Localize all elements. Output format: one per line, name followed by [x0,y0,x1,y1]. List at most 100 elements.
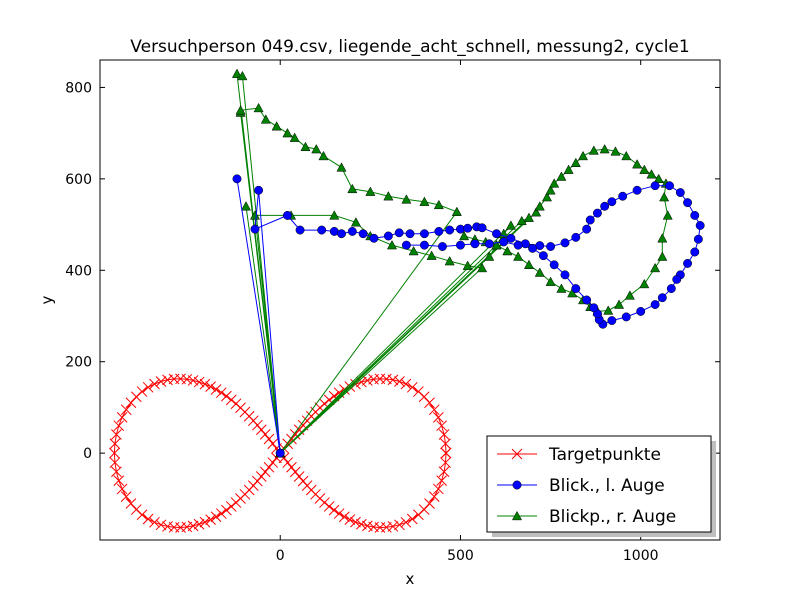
gaze-point-left [506,233,516,243]
gaze-point-left [672,274,682,284]
gaze-point-right [513,251,524,261]
gaze-point-right [657,233,668,243]
gaze-point-right [444,256,455,266]
target-point [362,375,373,386]
gaze-point-right [383,191,394,201]
y-tick-label: 600 [65,172,92,188]
target-point [125,397,137,409]
legend-label: Blick., l. Auge [549,476,665,496]
gaze-point-left [650,181,660,191]
gaze-point-right [531,207,542,217]
target-point [428,491,440,502]
gaze-point-left [538,251,548,261]
gaze-point-right [318,150,329,161]
gaze-point-left [358,229,368,239]
target-point [424,498,435,509]
gaze-point-right [408,245,419,256]
gaze-point-left [437,242,447,251]
gaze-point-left [657,293,667,303]
target-point [120,491,132,502]
gaze-point-left [405,229,415,239]
target-point [282,457,294,468]
target-point [205,381,216,393]
gaze-point-left [383,231,393,241]
gaze-point-left [607,316,617,326]
target-point [267,438,279,450]
gaze-point-right [300,141,311,152]
gaze-point-right [260,114,271,124]
target-point [432,411,444,423]
legend-marker [512,480,522,490]
gaze-point-left [665,181,674,191]
gaze-point-left [434,226,444,236]
target-point [400,378,412,390]
target-point [406,513,418,525]
gaze-point-left [585,215,595,225]
target-point [286,461,297,473]
gaze-point-left [275,448,285,458]
gaze-point-left [560,238,570,248]
gaze-point-right [523,212,534,222]
target-point [199,378,211,390]
gaze-point-left [690,210,700,220]
gaze-point-left [369,233,379,243]
gaze-point-right [462,260,473,270]
target-point [109,447,120,459]
gaze-point-left [232,174,242,184]
gaze-point-left [250,224,260,234]
target-point [381,521,392,533]
axis-ticks: 0 500 1000 0 200 400 600 800 [65,60,720,564]
target-point [319,497,330,508]
gaze-point-right [329,210,340,220]
gaze-point-left [592,208,602,218]
target-point [436,420,447,432]
target-point [149,516,160,528]
target-point [215,508,227,519]
gaze-point-right [231,68,242,78]
series-targetpunkte [109,373,452,533]
gaze-point-left [456,240,465,250]
target-point [394,376,405,387]
gaze-point-right [545,276,556,286]
target-point [333,508,345,519]
target-point [339,511,350,523]
legend: Targetpunkte Blick., l. Auge Blickp., r. A… [486,435,716,537]
gaze-point-right [491,240,502,250]
gaze-point-left [492,229,501,239]
gaze-point-left [690,247,700,257]
gaze-point-left [419,240,429,250]
y-axis-label: y [38,295,56,304]
gaze-point-left [394,228,404,238]
gaze-point-right [563,164,574,174]
gaze-point-left [666,284,676,294]
target-point [432,483,444,495]
target-point [436,475,447,486]
target-point [116,483,128,495]
gaze-point-left [607,197,617,207]
target-point [438,429,450,440]
gaze-point-left [546,242,556,251]
y-tick-label: 0 [83,446,92,462]
gaze-point-right [502,245,513,256]
gaze-point-right [614,299,625,309]
gaze-point-right [336,162,347,172]
gaze-point-right [653,173,664,184]
target-point [511,448,523,460]
target-point [120,404,132,416]
target-point [413,386,424,397]
gaze-point-right [523,259,534,269]
series-left-eye [232,174,705,458]
gaze-point-left [571,232,581,242]
target-point [142,381,154,393]
x-tick-label: 0 [276,548,285,564]
gaze-point-left [484,239,494,249]
target-point [263,461,275,473]
gaze-point-left [282,210,292,220]
target-point [116,411,128,423]
target-point [155,376,167,387]
gaze-point-right [451,206,462,216]
gaze-point-right [549,178,560,188]
target-point [440,438,451,450]
plot-marks [109,68,705,533]
gaze-point-left [582,295,592,305]
